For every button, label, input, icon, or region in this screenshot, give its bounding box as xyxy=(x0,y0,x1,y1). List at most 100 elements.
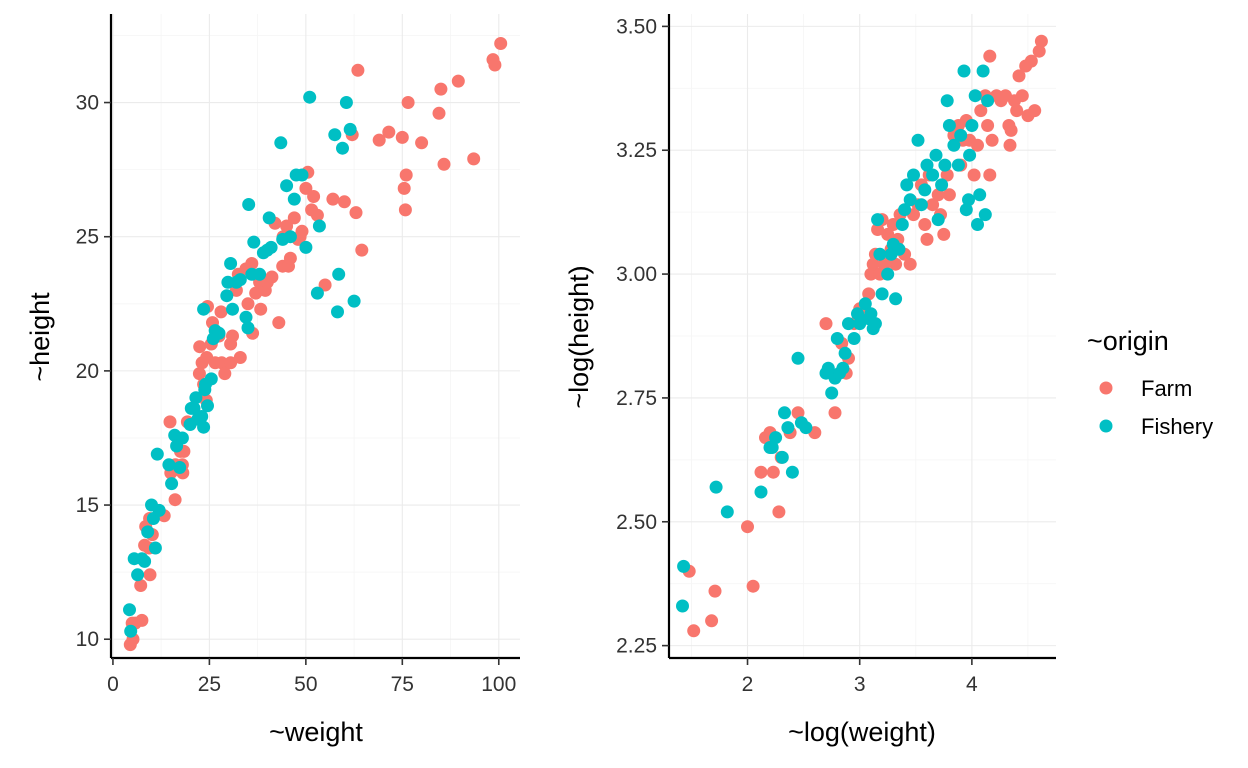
data-point-farm xyxy=(280,219,294,233)
data-point-fishery xyxy=(175,431,189,445)
data-point-farm xyxy=(355,243,369,257)
data-point-fishery xyxy=(197,420,211,434)
data-point-farm xyxy=(233,351,247,364)
data-point-fishery xyxy=(197,302,211,316)
data-point-fishery xyxy=(676,599,689,613)
legend-swatch-farm xyxy=(1099,381,1113,395)
x-tick-label: 3 xyxy=(854,673,866,696)
data-point-farm xyxy=(766,465,780,479)
data-point-farm xyxy=(415,136,429,150)
data-point-farm xyxy=(754,465,768,479)
data-point-fishery xyxy=(754,485,768,499)
data-point-farm xyxy=(791,406,805,420)
x-tick-label: 100 xyxy=(481,673,516,696)
data-point-fishery xyxy=(978,208,992,222)
data-point-fishery xyxy=(343,122,357,136)
data-point-fishery xyxy=(781,421,795,435)
data-point-fishery xyxy=(907,168,920,182)
data-point-farm xyxy=(1010,104,1024,118)
data-point-farm xyxy=(1034,34,1048,48)
data-point-fishery xyxy=(858,297,872,311)
logweight-logheight-grid xyxy=(669,14,1056,658)
y-tick-label: 3.25 xyxy=(616,139,657,162)
data-point-fishery xyxy=(825,386,839,400)
data-point-fishery xyxy=(135,552,149,566)
legend-item-fishery: Fishery xyxy=(1099,414,1213,439)
data-point-fishery xyxy=(895,218,909,231)
y-axis-title-log-height: ~log(height) xyxy=(564,265,594,408)
data-point-fishery xyxy=(920,158,934,172)
data-point-fishery xyxy=(150,447,164,461)
data-point-farm xyxy=(193,340,207,354)
data-point-fishery xyxy=(162,458,176,472)
y-tick-label: 25 xyxy=(76,226,99,249)
data-point-fishery xyxy=(889,292,903,306)
data-point-fishery xyxy=(973,188,987,202)
data-point-farm xyxy=(224,356,238,370)
y-tick-label: 2.75 xyxy=(616,387,657,410)
data-point-farm xyxy=(143,568,157,582)
data-point-fishery xyxy=(821,361,835,375)
data-point-fishery xyxy=(152,503,166,517)
data-point-farm xyxy=(451,74,465,88)
data-point-farm xyxy=(705,614,719,628)
data-point-farm xyxy=(983,49,997,63)
data-point-farm xyxy=(967,168,981,182)
data-point-fishery xyxy=(918,183,932,197)
logweight-logheight-ticks: 2 3 4 2.25 2.50 2.75 3.00 3.25 3.50 xyxy=(616,15,978,696)
data-point-fishery xyxy=(264,240,278,254)
data-point-farm xyxy=(135,613,149,627)
data-point-fishery xyxy=(838,346,852,360)
data-point-farm xyxy=(245,257,259,270)
y-tick-label: 10 xyxy=(76,628,99,651)
data-point-fishery xyxy=(903,193,917,207)
data-point-fishery xyxy=(799,421,813,435)
data-point-fishery xyxy=(339,96,353,109)
data-point-farm xyxy=(434,82,448,96)
data-point-farm xyxy=(395,130,409,144)
data-point-farm xyxy=(1024,54,1038,68)
data-point-fishery xyxy=(201,399,214,413)
data-point-fishery xyxy=(931,213,945,227)
x-tick-label: 75 xyxy=(391,673,414,696)
data-point-farm xyxy=(886,218,900,231)
data-point-fishery xyxy=(926,168,940,182)
data-point-farm xyxy=(1028,104,1042,118)
data-point-farm xyxy=(864,267,878,281)
data-point-fishery xyxy=(239,310,253,324)
data-point-fishery xyxy=(347,294,361,308)
legend-swatch-fishery xyxy=(1099,419,1113,433)
data-point-farm xyxy=(1012,69,1026,83)
weight-height-panel: 0 25 50 75 100 10 15 20 25 30 ~weight ~height xyxy=(25,14,520,747)
data-point-farm xyxy=(437,157,451,171)
data-point-fishery xyxy=(892,242,906,256)
data-point-fishery xyxy=(336,141,349,155)
weight-height-axes xyxy=(109,14,520,660)
data-point-farm xyxy=(226,329,239,343)
data-point-fishery xyxy=(720,505,734,519)
data-point-farm xyxy=(772,505,786,519)
data-point-farm xyxy=(283,251,297,265)
data-point-fishery xyxy=(141,525,155,539)
data-point-fishery xyxy=(241,321,255,335)
data-point-fishery xyxy=(868,317,882,331)
data-point-fishery xyxy=(123,603,136,617)
data-point-farm xyxy=(310,208,324,222)
data-point-fishery xyxy=(189,391,203,405)
x-tick-label: 4 xyxy=(966,673,978,696)
data-point-fishery xyxy=(836,361,850,375)
data-point-fishery xyxy=(962,193,975,207)
data-point-fishery xyxy=(283,230,297,244)
y-tick-label: 15 xyxy=(76,494,99,517)
data-point-farm xyxy=(241,297,255,311)
data-point-farm xyxy=(254,302,268,316)
data-point-fishery xyxy=(769,431,783,445)
data-point-fishery xyxy=(332,267,346,281)
data-point-fishery xyxy=(165,477,179,491)
data-point-farm xyxy=(918,218,932,231)
data-point-farm xyxy=(397,181,411,195)
data-point-farm xyxy=(974,104,988,118)
data-point-fishery xyxy=(124,624,138,638)
data-point-farm xyxy=(399,168,413,182)
